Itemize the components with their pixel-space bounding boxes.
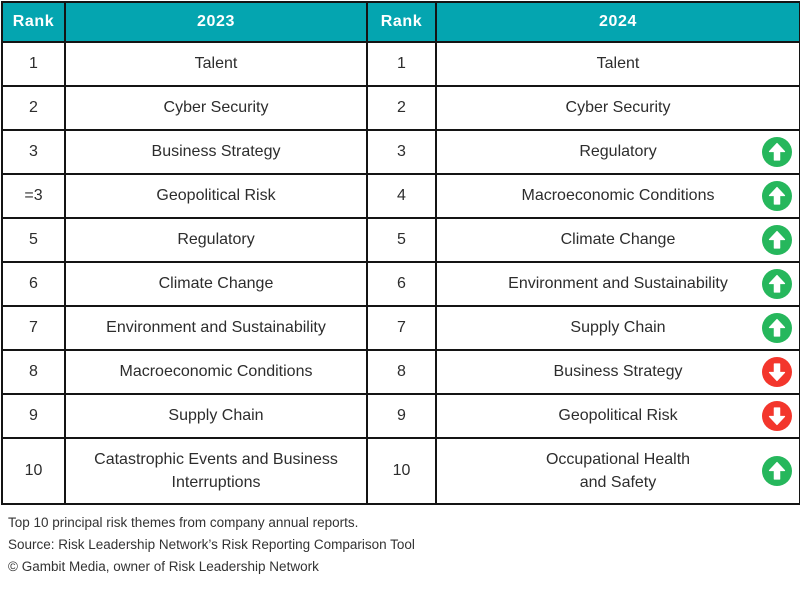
theme-2024-cell: Macroeconomic Conditions (435, 173, 800, 219)
theme-2024-cell: Occupational Health and Safety (435, 437, 800, 505)
rank-2023-cell: 5 (1, 217, 66, 263)
theme-2024-cell: Talent (435, 41, 800, 87)
rank-2023-cell: 9 (1, 393, 66, 439)
rank-2023-cell: =3 (1, 173, 66, 219)
rank-2024-cell: 8 (366, 349, 437, 395)
theme-2023-cell: Cyber Security (64, 85, 368, 131)
theme-2023-cell: Environment and Sustainability (64, 305, 368, 351)
theme-2024-label: Occupational Health and Safety (545, 450, 691, 491)
theme-2024-label: Geopolitical Risk (558, 407, 678, 425)
theme-2023-cell: Regulatory (64, 217, 368, 263)
rank-2024-cell: 6 (366, 261, 437, 307)
rank-2023-header: Rank (1, 1, 66, 43)
note-line: Source: Risk Leadership Network’s Risk R… (8, 537, 415, 552)
theme-2024-cell: Cyber Security (435, 85, 800, 131)
note-line: © Gambit Media, owner of Risk Leadership… (8, 559, 319, 574)
year-2024-header: 2024 (435, 1, 800, 43)
theme-2023-cell: Geopolitical Risk (64, 173, 368, 219)
theme-2024-label: Business Strategy (553, 363, 683, 381)
rank-2024-cell: 1 (366, 41, 437, 87)
rank-2023-cell: 1 (1, 41, 66, 87)
rank-2024-header: Rank (366, 1, 437, 43)
year-2023-header: 2023 (64, 1, 368, 43)
rank-2024-cell: 5 (366, 217, 437, 263)
down-arrow-icon (762, 401, 792, 431)
theme-2024-cell: Regulatory (435, 129, 800, 175)
theme-2024-cell: Climate Change (435, 217, 800, 263)
theme-2024-cell: Business Strategy (435, 349, 800, 395)
rank-2023-cell: 10 (1, 437, 66, 505)
up-arrow-icon (762, 225, 792, 255)
theme-2024-cell: Geopolitical Risk (435, 393, 800, 439)
rank-2023-cell: 3 (1, 129, 66, 175)
down-arrow-icon (762, 357, 792, 387)
rank-2024-cell: 9 (366, 393, 437, 439)
rank-2023-cell: 7 (1, 305, 66, 351)
theme-2024-label: Regulatory (579, 143, 657, 161)
table-row: 7 Environment and Sustainability 7 Suppl… (1, 305, 800, 351)
theme-2023-cell: Business Strategy (64, 129, 368, 175)
rank-2024-cell: 3 (366, 129, 437, 175)
rank-2023-cell: 8 (1, 349, 66, 395)
table-row: =3 Geopolitical Risk 4 Macroeconomic Con… (1, 173, 800, 219)
theme-2024-cell: Environment and Sustainability (435, 261, 800, 307)
table-row: 3 Business Strategy 3 Regulatory (1, 129, 800, 175)
table-row: 6 Climate Change 6 Environment and Susta… (1, 261, 800, 307)
theme-2024-label: Talent (596, 55, 640, 73)
theme-2024-label: Cyber Security (565, 99, 671, 117)
up-arrow-icon (762, 137, 792, 167)
theme-2024-label: Climate Change (560, 231, 676, 249)
header-row: Rank 2023 Rank 2024 (1, 1, 800, 43)
up-arrow-icon (762, 269, 792, 299)
theme-2023-cell: Climate Change (64, 261, 368, 307)
rank-2024-cell: 7 (366, 305, 437, 351)
theme-2023-cell: Supply Chain (64, 393, 368, 439)
theme-2024-label: Environment and Sustainability (508, 275, 728, 293)
rank-2023-cell: 6 (1, 261, 66, 307)
table-row: 10 Catastrophic Events and Business Inte… (1, 437, 800, 505)
rank-2024-cell: 2 (366, 85, 437, 131)
theme-2024-label: Supply Chain (570, 319, 666, 337)
up-arrow-icon (762, 181, 792, 211)
source-notes: Top 10 principal risk themes from compan… (0, 505, 800, 578)
up-arrow-icon (762, 456, 792, 486)
rank-2024-cell: 4 (366, 173, 437, 219)
table-row: 1 Talent 1 Talent (1, 41, 800, 87)
theme-2024-cell: Supply Chain (435, 305, 800, 351)
table-row: 9 Supply Chain 9 Geopolitical Risk (1, 393, 800, 439)
theme-2024-label: Macroeconomic Conditions (521, 187, 715, 205)
table-row: 2 Cyber Security 2 Cyber Security (1, 85, 800, 131)
rank-2023-cell: 2 (1, 85, 66, 131)
theme-2023-cell: Macroeconomic Conditions (64, 349, 368, 395)
rank-2024-cell: 10 (366, 437, 437, 505)
table-row: 5 Regulatory 5 Climate Change (1, 217, 800, 263)
up-arrow-icon (762, 313, 792, 343)
table-row: 8 Macroeconomic Conditions 8 Business St… (1, 349, 800, 395)
theme-2023-cell: Catastrophic Events and Business Interru… (64, 437, 368, 505)
risk-ranking-table: Rank 2023 Rank 2024 1 Talent 1 Talent 2 … (1, 1, 800, 505)
theme-2023-cell: Talent (64, 41, 368, 87)
note-line: Top 10 principal risk themes from compan… (8, 515, 359, 530)
